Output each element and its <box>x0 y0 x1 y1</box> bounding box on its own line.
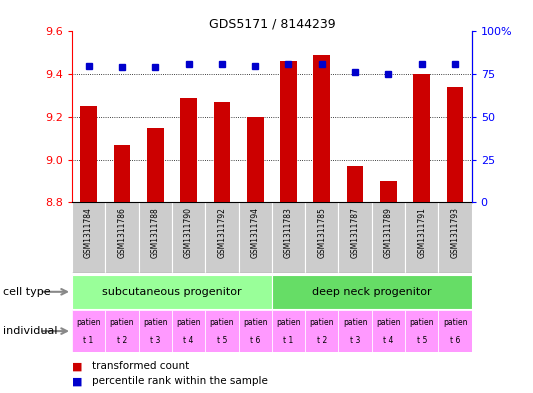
Text: t 3: t 3 <box>350 336 360 345</box>
Text: GSM1311790: GSM1311790 <box>184 208 193 258</box>
Bar <box>72 202 106 273</box>
Bar <box>72 310 106 352</box>
Text: ■: ■ <box>72 376 83 386</box>
Bar <box>305 310 338 352</box>
Text: t 4: t 4 <box>383 336 393 345</box>
Text: patien: patien <box>76 318 101 327</box>
Text: individual: individual <box>3 326 57 336</box>
Text: GSM1311786: GSM1311786 <box>117 208 126 258</box>
Bar <box>147 128 164 202</box>
Text: GSM1311784: GSM1311784 <box>84 208 93 258</box>
Text: cell type: cell type <box>3 287 50 297</box>
Text: t 2: t 2 <box>317 336 327 345</box>
Bar <box>347 166 364 202</box>
Text: t 1: t 1 <box>284 336 294 345</box>
Bar <box>405 310 438 352</box>
Bar <box>438 202 472 273</box>
Text: GSM1311793: GSM1311793 <box>450 208 459 258</box>
Bar <box>80 106 97 202</box>
Text: patien: patien <box>310 318 334 327</box>
Bar <box>139 310 172 352</box>
Bar <box>272 275 472 309</box>
Text: t 5: t 5 <box>417 336 427 345</box>
Bar <box>447 87 463 202</box>
Text: patien: patien <box>276 318 301 327</box>
Bar <box>313 55 330 202</box>
Bar <box>372 202 405 273</box>
Bar <box>238 202 272 273</box>
Bar <box>247 117 263 202</box>
Bar <box>205 310 238 352</box>
Text: GSM1311787: GSM1311787 <box>351 208 360 258</box>
Bar <box>414 74 430 202</box>
Bar <box>272 310 305 352</box>
Text: t 3: t 3 <box>150 336 160 345</box>
Text: deep neck progenitor: deep neck progenitor <box>312 287 432 297</box>
Bar <box>238 310 272 352</box>
Text: t 5: t 5 <box>217 336 227 345</box>
Text: GSM1311789: GSM1311789 <box>384 208 393 258</box>
Text: patien: patien <box>376 318 401 327</box>
Bar <box>405 202 438 273</box>
Text: patien: patien <box>409 318 434 327</box>
Text: t 2: t 2 <box>117 336 127 345</box>
Bar <box>305 202 338 273</box>
Text: patien: patien <box>443 318 467 327</box>
Text: patien: patien <box>176 318 201 327</box>
Text: patien: patien <box>209 318 234 327</box>
Bar <box>372 310 405 352</box>
Text: subcutaneous progenitor: subcutaneous progenitor <box>102 287 241 297</box>
Bar <box>338 202 372 273</box>
Bar <box>205 202 238 273</box>
Bar <box>280 61 297 202</box>
Bar <box>172 202 205 273</box>
Bar <box>338 310 372 352</box>
Text: GSM1311788: GSM1311788 <box>151 208 160 258</box>
Text: t 6: t 6 <box>250 336 260 345</box>
Text: transformed count: transformed count <box>92 361 189 371</box>
Bar <box>106 202 139 273</box>
Text: GSM1311785: GSM1311785 <box>317 208 326 258</box>
Bar <box>438 310 472 352</box>
Bar <box>72 275 272 309</box>
Text: t 1: t 1 <box>84 336 94 345</box>
Text: t 6: t 6 <box>450 336 460 345</box>
Bar <box>106 310 139 352</box>
Title: GDS5171 / 8144239: GDS5171 / 8144239 <box>208 17 335 30</box>
Text: GSM1311792: GSM1311792 <box>217 208 227 258</box>
Bar <box>180 98 197 202</box>
Text: t 4: t 4 <box>183 336 193 345</box>
Bar <box>380 181 397 202</box>
Text: GSM1311791: GSM1311791 <box>417 208 426 258</box>
Text: patien: patien <box>243 318 268 327</box>
Text: ■: ■ <box>72 361 83 371</box>
Bar <box>214 102 230 202</box>
Text: percentile rank within the sample: percentile rank within the sample <box>92 376 268 386</box>
Bar <box>272 202 305 273</box>
Text: GSM1311783: GSM1311783 <box>284 208 293 258</box>
Bar <box>114 145 130 202</box>
Text: patien: patien <box>110 318 134 327</box>
Text: GSM1311794: GSM1311794 <box>251 208 260 258</box>
Bar <box>172 310 205 352</box>
Text: patien: patien <box>343 318 367 327</box>
Text: patien: patien <box>143 318 167 327</box>
Bar <box>139 202 172 273</box>
